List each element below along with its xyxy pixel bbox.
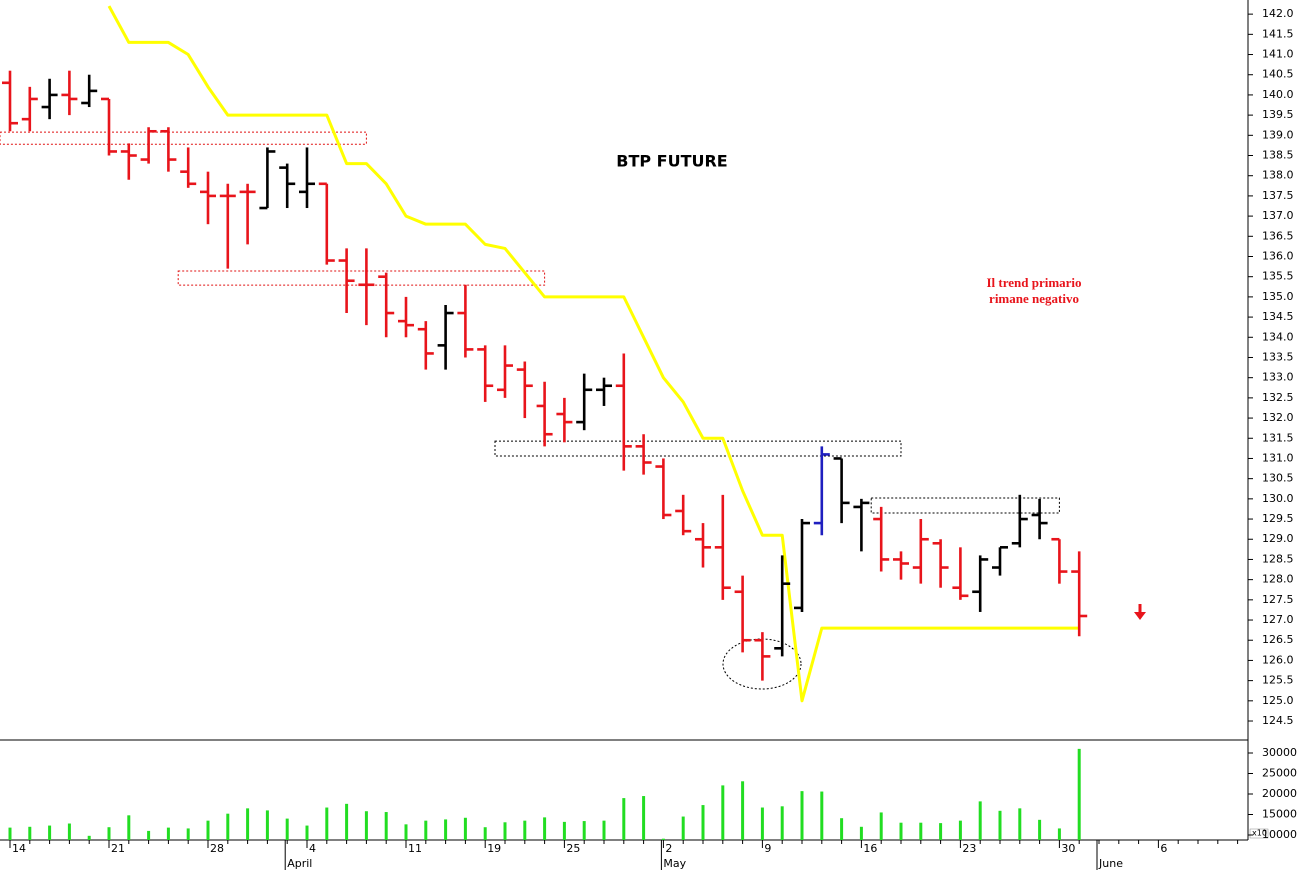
y-tick-label: 15000 bbox=[1262, 807, 1297, 820]
x-tick-label: 21 bbox=[111, 842, 125, 855]
zone bbox=[494, 440, 902, 457]
x-tick-label: 25 bbox=[566, 842, 580, 855]
y-tick-label: 139.5 bbox=[1262, 108, 1294, 121]
y-tick-label: 135.0 bbox=[1262, 290, 1294, 303]
zone bbox=[177, 270, 546, 286]
zone bbox=[0, 131, 367, 145]
x-tick-label: 4 bbox=[309, 842, 316, 855]
y-tick-label: 142.0 bbox=[1262, 7, 1294, 20]
y-tick-label: 30000 bbox=[1262, 746, 1297, 759]
chart-title: BTP FUTURE bbox=[616, 152, 727, 171]
y-tick-label: 134.0 bbox=[1262, 330, 1294, 343]
y-tick-label: 138.5 bbox=[1262, 149, 1294, 162]
y-tick-label: 141.5 bbox=[1262, 27, 1294, 40]
y-tick-label: 127.5 bbox=[1262, 593, 1294, 606]
y-tick-label: 126.5 bbox=[1262, 633, 1294, 646]
y-tick-label: 126.0 bbox=[1262, 653, 1294, 666]
y-tick-label: 125.0 bbox=[1262, 694, 1294, 707]
x-tick-label: 30 bbox=[1061, 842, 1075, 855]
y-tick-label: 135.5 bbox=[1262, 270, 1294, 283]
y-tick-label: 134.5 bbox=[1262, 310, 1294, 323]
y-tick-label: 136.0 bbox=[1262, 249, 1294, 262]
unit-box bbox=[1249, 828, 1269, 839]
x-tick-label: 16 bbox=[863, 842, 877, 855]
y-tick-label: 131.5 bbox=[1262, 431, 1294, 444]
y-tick-label: 128.5 bbox=[1262, 552, 1294, 565]
x-tick-label: 6 bbox=[1160, 842, 1167, 855]
annotation: rimane negativo bbox=[989, 291, 1079, 306]
down-arrow bbox=[1134, 604, 1146, 620]
y-tick-label: 137.0 bbox=[1262, 209, 1294, 222]
x-tick-label: 11 bbox=[408, 842, 422, 855]
zone bbox=[870, 497, 1060, 514]
month-label: May bbox=[663, 857, 686, 870]
y-tick-label: 137.5 bbox=[1262, 189, 1294, 202]
y-tick-label: 136.5 bbox=[1262, 229, 1294, 242]
x-tick-label: 2 bbox=[665, 842, 672, 855]
y-tick-label: 140.0 bbox=[1262, 88, 1294, 101]
x-tick-label: 9 bbox=[764, 842, 771, 855]
y-tick-label: 133.5 bbox=[1262, 350, 1294, 363]
annotation: Il trend primario bbox=[986, 275, 1081, 290]
month-label: April bbox=[287, 857, 312, 870]
y-tick-label: 130.0 bbox=[1262, 492, 1294, 505]
y-tick-label: 132.5 bbox=[1262, 391, 1294, 404]
y-tick-label: 139.0 bbox=[1262, 128, 1294, 141]
y-tick-label: 128.0 bbox=[1262, 573, 1294, 586]
y-tick-label: 10000 bbox=[1262, 828, 1297, 841]
y-tick-label: 124.5 bbox=[1262, 714, 1294, 727]
y-tick-label: 125.5 bbox=[1262, 674, 1294, 687]
y-tick-label: 20000 bbox=[1262, 787, 1297, 800]
month-label: June bbox=[1098, 857, 1123, 870]
y-tick-label: 127.0 bbox=[1262, 613, 1294, 626]
y-tick-label: 129.5 bbox=[1262, 512, 1294, 525]
trailing-line bbox=[107, 5, 1080, 703]
volume-unit: x10 bbox=[1252, 829, 1267, 838]
y-tick-label: 138.0 bbox=[1262, 169, 1294, 182]
x-tick-label: 14 bbox=[12, 842, 26, 855]
y-tick-label: 130.5 bbox=[1262, 472, 1294, 485]
y-tick-label: 131.0 bbox=[1262, 451, 1294, 464]
y-tick-label: 25000 bbox=[1262, 766, 1297, 779]
x-tick-label: 19 bbox=[487, 842, 501, 855]
y-tick-label: 129.0 bbox=[1262, 532, 1294, 545]
x-tick-label: 23 bbox=[962, 842, 976, 855]
y-tick-label: 141.0 bbox=[1262, 48, 1294, 61]
y-tick-label: 133.0 bbox=[1262, 371, 1294, 384]
y-tick-label: 140.5 bbox=[1262, 68, 1294, 81]
x-tick-label: 28 bbox=[210, 842, 224, 855]
y-tick-label: 132.0 bbox=[1262, 411, 1294, 424]
